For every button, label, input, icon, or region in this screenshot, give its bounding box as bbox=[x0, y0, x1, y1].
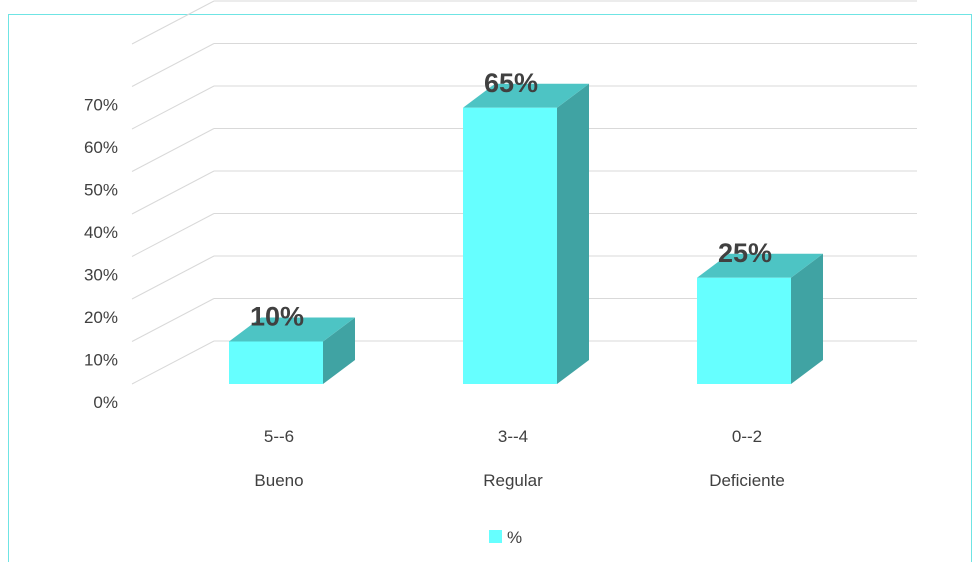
bar-front-face bbox=[229, 341, 323, 384]
x-tick-range: 0--2 bbox=[732, 427, 762, 446]
gridline-diagonal bbox=[131, 255, 215, 300]
gridline-diagonal bbox=[131, 128, 215, 172]
legend: % bbox=[489, 528, 522, 547]
bar-top-face bbox=[697, 253, 823, 278]
bar-front-face bbox=[697, 277, 791, 384]
bar-top-face bbox=[229, 317, 355, 342]
chart-frame bbox=[8, 14, 972, 562]
data-label: 10% bbox=[250, 302, 304, 332]
y-tick-label: 40% bbox=[84, 223, 118, 242]
gridline-diagonal bbox=[131, 85, 215, 130]
legend-swatch bbox=[489, 530, 502, 543]
x-tick-range: 3--4 bbox=[498, 427, 528, 446]
legend-label: % bbox=[507, 528, 522, 547]
bar-bueno bbox=[229, 317, 355, 384]
y-tick-label: 20% bbox=[84, 308, 118, 327]
x-tick-category: Bueno bbox=[254, 471, 303, 490]
y-tick-label: 0% bbox=[93, 393, 118, 412]
gridline-diagonal bbox=[131, 0, 215, 45]
bar-side-face bbox=[791, 253, 823, 384]
gridline-diagonal bbox=[131, 43, 215, 87]
data-labels: 10% 65% 25% bbox=[250, 68, 772, 332]
y-axis-tick-labels: 0% 10% 20% 30% 40% 50% 60% 70% bbox=[84, 96, 118, 413]
gridline-diagonal bbox=[131, 170, 215, 215]
x-tick-category: Deficiente bbox=[709, 471, 785, 490]
bar-side-face bbox=[323, 317, 355, 384]
bar-regular bbox=[463, 83, 589, 384]
gridline-diagonal bbox=[131, 298, 215, 342]
x-axis-labels: 5--6 Bueno 3--4 Regular 0--2 Deficiente bbox=[254, 427, 784, 490]
gridline-diagonal bbox=[131, 340, 215, 385]
x-tick-range: 5--6 bbox=[264, 427, 294, 446]
bar-top-face bbox=[463, 83, 589, 108]
bar-deficiente bbox=[697, 253, 823, 384]
y-tick-label: 50% bbox=[84, 181, 118, 200]
gridline-diagonal bbox=[131, 213, 215, 257]
data-label: 25% bbox=[718, 238, 772, 268]
bars bbox=[229, 83, 823, 384]
y-tick-label: 10% bbox=[84, 351, 118, 370]
y-tick-label: 70% bbox=[84, 96, 118, 115]
x-tick-category: Regular bbox=[483, 471, 543, 490]
y-tick-label: 30% bbox=[84, 266, 118, 285]
bar-side-face bbox=[557, 83, 589, 384]
y-tick-label: 60% bbox=[84, 138, 118, 157]
bar-front-face bbox=[463, 107, 557, 384]
data-label: 65% bbox=[484, 68, 538, 98]
